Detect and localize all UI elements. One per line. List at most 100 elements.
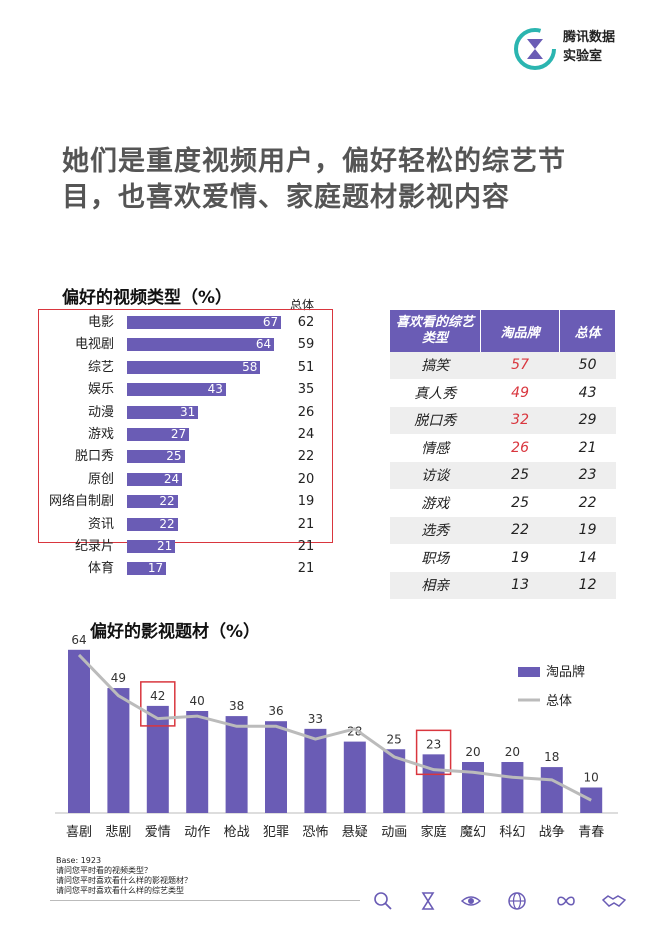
table-row: 情感 26 21 [390,434,616,462]
footer-question-1: 请问您平时看的视频类型？ [56,866,152,875]
footer-divider [50,900,360,901]
brand-value-cell: 26 [480,434,560,462]
video-type-total-value: 20 [297,471,315,487]
video-type-bar-value: 17 [147,561,164,576]
video-type-total-value: 19 [297,494,315,510]
genre-bar [107,688,130,813]
variety-type-cell: 相亲 [390,571,481,600]
video-type-bar [127,562,167,576]
genre-category-label: 魔幻 [460,825,486,840]
table-row: 游戏 25 22 [390,489,616,517]
legend-label-brand: 淘品牌 [546,664,585,680]
genre-bar-value: 20 [505,745,520,759]
video-type-bar-value: 58 [242,359,258,374]
genre-category-label: 喜剧 [66,825,92,840]
table-row: 脱口秀 32 29 [390,406,616,435]
total-value-cell: 12 [559,571,616,600]
genre-bar-value: 42 [150,689,165,703]
table-header-total: 总体 [559,310,616,352]
genre-highlight-box [415,729,452,776]
video-type-label: 娱乐 [87,382,114,398]
legend-swatch-brand [518,667,540,677]
video-type-total-value: 24 [297,427,315,442]
video-type-bar [127,540,176,553]
video-type-bar [127,472,183,486]
video-type-bar [127,338,275,352]
genre-bar-value: 49 [111,671,126,685]
genres-chart: 64 喜剧 49 悲剧 42 爱情 40 动作 38 枪战 36 犯罪 33 恐怖 28 悬疑 25 动画 23 家庭… [55,633,618,840]
video-type-total-value: 21 [297,561,315,577]
genre-category-label: 恐怖 [302,824,328,840]
total-value-cell: 14 [559,544,616,572]
table-row: 选秀 22 19 [390,516,616,545]
video-type-bar [127,316,282,329]
brand-value-cell: 25 [480,489,560,517]
genre-category-label: 枪战 [224,824,250,840]
video-type-label: 电视剧 [74,337,114,353]
video-type-total-value: 22 [297,449,315,465]
total-series-line [77,653,592,802]
genre-bar [501,762,524,813]
video-type-bar-value: 43 [207,382,223,397]
video-type-total-value: 62 [297,315,315,330]
genre-bar [186,711,209,813]
genre-category-label: 青春 [578,825,604,840]
variety-type-cell: 游戏 [390,489,481,517]
genre-bar-value: 40 [190,694,205,708]
total-value-cell: 23 [559,461,616,490]
genre-bar-value: 10 [584,771,599,785]
video-type-bar-value: 67 [262,315,279,329]
genre-bar [462,762,484,813]
handshake-icon [602,895,626,907]
hourglass-icon [421,892,435,910]
genre-category-label: 动作 [184,825,210,840]
genre-bar-value: 64 [71,633,86,647]
table-row: 真人秀 49 43 [390,379,616,407]
legend-label-total: 总体 [546,694,572,709]
video-type-bar-value: 22 [159,494,175,509]
variety-type-cell: 脱口秀 [390,406,481,435]
footer-notes: Base: 1923 请问您平时看的视频类型？ 请问您平时喜欢看什么样的影视题材… [56,856,192,896]
video-type-total-value: 35 [297,382,315,398]
video-type-bar [127,383,226,397]
video-type-total-value: 21 [297,516,315,532]
video-type-bar [127,428,190,441]
total-value-cell: 43 [559,379,616,407]
footer-question-3: 请问您平时喜欢看什么样的综艺类型 [56,886,184,895]
genre-bar-value: 18 [544,750,559,764]
video-type-total-value: 26 [297,404,315,420]
variety-type-cell: 搞笑 [390,352,481,380]
video-type-bar [127,405,199,419]
genre-category-label: 战争 [539,825,565,840]
brand-value-cell: 22 [480,516,560,545]
video-type-bar-value: 25 [166,449,182,464]
video-type-bar-value: 21 [157,539,173,553]
total-value-cell: 22 [559,489,616,517]
video-type-label: 纪录片 [74,539,114,554]
infinity-icon [557,896,575,906]
video-type-bar-value: 22 [159,516,175,531]
video-type-label: 动漫 [87,404,114,420]
genre-category-label: 科幻 [499,825,525,840]
table-header-brand: 淘品牌 [480,310,561,352]
tencent-data-lab-logo [514,28,556,70]
page-headline: 她们是重度视频用户，偏好轻松的综艺节 目，也喜欢爱情、家庭题材影视内容 [62,146,566,213]
genre-bar [383,749,406,813]
video-type-bar-value: 64 [255,337,272,352]
video-type-bar-value: 24 [163,471,180,486]
genre-category-label: 悬疑 [342,824,368,840]
brand-value-cell: 32 [480,406,560,435]
footer-base: Base: 1923 [56,856,102,865]
genre-bar-value: 23 [426,737,441,751]
genres-title: 偏好的影视题材（%） [90,622,261,642]
variety-type-cell: 职场 [390,544,481,572]
video-types-title: 偏好的视频类型（%） [62,288,233,308]
video-type-label: 网络自制剧 [48,494,114,510]
table-header-row: 喜欢看的综艺类型 淘品牌 总体 [390,310,616,352]
genre-bar-value: 20 [465,745,480,759]
genre-category-label: 动画 [381,825,407,840]
genre-bar [265,721,287,813]
video-type-total-value: 51 [297,359,315,375]
table-row: 相亲 13 12 [390,571,616,600]
variety-type-cell: 访谈 [390,461,481,490]
